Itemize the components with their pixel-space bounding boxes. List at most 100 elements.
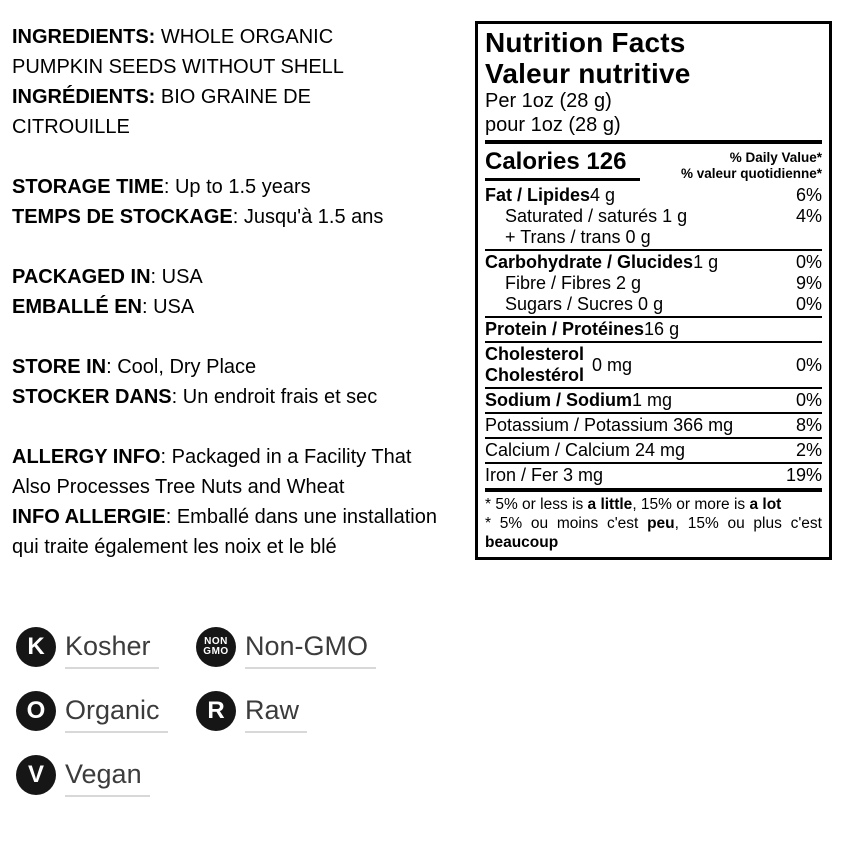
packaged-line-fr: EMBALLÉ EN: USA bbox=[12, 292, 464, 322]
calories-row: Calories 126 bbox=[485, 148, 641, 181]
saturated-name: Saturated / saturés 1 g bbox=[505, 206, 688, 226]
nutrient-row-cholesterol: Cholesterol Cholestérol 0 mg 0% bbox=[485, 344, 822, 389]
nutrient-row-trans: + Trans / trans 0 g bbox=[485, 227, 822, 251]
ingredients-value-fr-1: BIO GRAINE DE bbox=[155, 86, 311, 108]
badge-non-gmo-label: Non-GMO bbox=[245, 626, 377, 669]
non-gmo-icon-line1: NON bbox=[204, 636, 228, 647]
packaged-in-section: PACKAGED IN: USA EMBALLÉ EN: USA bbox=[12, 262, 464, 322]
non-gmo-icon: NON GMO bbox=[196, 627, 236, 667]
footnote-en-text-2: , 15% or more is bbox=[632, 496, 750, 513]
certification-badges: K Kosher NON GMO Non-GMO O Organic R Raw … bbox=[16, 626, 377, 797]
sodium-dv: 0% bbox=[795, 390, 822, 410]
kosher-icon-letter: K bbox=[27, 633, 45, 660]
storage-label-fr: TEMPS DE STOCKAGE bbox=[12, 206, 233, 228]
nutrition-facts-panel: Nutrition Facts Valeur nutritive Per 1oz… bbox=[475, 21, 832, 560]
badge-non-gmo: NON GMO Non-GMO bbox=[196, 626, 377, 669]
sugars-dv: 0% bbox=[795, 294, 822, 314]
nutrient-row-protein: Protein / Protéines 16 g bbox=[485, 319, 822, 343]
allergy-label-fr: INFO ALLERGIE bbox=[12, 506, 166, 528]
potassium-dv: 8% bbox=[795, 415, 822, 435]
daily-value-footnote: * 5% or less is a little, 15% or more is… bbox=[485, 492, 822, 552]
raw-icon: R bbox=[196, 691, 236, 731]
fat-dv: 6% bbox=[795, 185, 822, 205]
packaged-line-en: PACKAGED IN: USA bbox=[12, 262, 464, 292]
nutrient-row-sodium: Sodium / Sodium 1 mg 0% bbox=[485, 390, 822, 414]
organic-icon-letter: O bbox=[26, 697, 46, 724]
product-info-panel: INGREDIENTS: WHOLE ORGANIC PUMPKIN SEEDS… bbox=[12, 22, 464, 592]
ingredients-value-en-1: WHOLE ORGANIC bbox=[155, 26, 334, 48]
raw-icon-letter: R bbox=[207, 697, 225, 724]
sodium-name: Sodium / Sodium bbox=[485, 390, 632, 410]
non-gmo-icon-line2: GMO bbox=[203, 646, 229, 657]
badge-raw: R Raw bbox=[196, 690, 376, 733]
store-value-en: : Cool, Dry Place bbox=[106, 356, 257, 378]
storage-time-section: STORAGE TIME: Up to 1.5 years TEMPS DE S… bbox=[12, 172, 464, 232]
carbohydrate-dv: 0% bbox=[795, 252, 822, 272]
sugars-name: Sugars / Sucres 0 g bbox=[505, 294, 664, 314]
iron-name: Iron / Fer 3 mg bbox=[485, 465, 604, 485]
nutrient-row-calcium: Calcium / Calcium 24 mg 2% bbox=[485, 440, 822, 464]
storage-line-en: STORAGE TIME: Up to 1.5 years bbox=[12, 172, 464, 202]
ingredients-section: INGREDIENTS: WHOLE ORGANIC PUMPKIN SEEDS… bbox=[12, 22, 464, 142]
serving-size-en: Per 1oz (28 g) bbox=[485, 90, 612, 112]
packaged-label-en: PACKAGED IN bbox=[12, 266, 151, 288]
calories-section: Calories 126 % Daily Value* % valeur quo… bbox=[485, 144, 822, 185]
allergy-line-en-2: Also Processes Tree Nuts and Wheat bbox=[12, 472, 464, 502]
kosher-icon: K bbox=[16, 627, 56, 667]
footnote-fr-text-2: , 15% ou plus c'est bbox=[674, 515, 822, 532]
nutrient-row-carbohydrate: Carbohydrate / Glucides 1 g 0% bbox=[485, 252, 822, 273]
calories-value: 126 bbox=[586, 148, 627, 175]
badge-vegan: V Vegan bbox=[16, 754, 196, 797]
nutrition-title-en: Nutrition Facts bbox=[485, 27, 686, 58]
protein-name: Protein / Protéines bbox=[485, 319, 645, 339]
organic-icon: O bbox=[16, 691, 56, 731]
storage-label-en: STORAGE TIME bbox=[12, 176, 164, 198]
footnote-fr-bold-1: peu bbox=[647, 515, 675, 532]
ingredients-label-en: INGREDIENTS: bbox=[12, 26, 156, 48]
store-value-fr: : Un endroit frais et sec bbox=[171, 386, 378, 408]
trans-name: + Trans / trans 0 g bbox=[505, 227, 651, 247]
footnote-en-bold-1: a little bbox=[587, 496, 633, 513]
nutrient-row-iron: Iron / Fer 3 mg 19% bbox=[485, 465, 822, 492]
store-line-fr: STOCKER DANS: Un endroit frais et sec bbox=[12, 382, 464, 412]
allergy-value-fr-1: : Emballé dans une installation bbox=[165, 506, 437, 528]
sodium-amount: 1 mg bbox=[632, 390, 673, 410]
daily-value-header-en: % Daily Value* bbox=[729, 150, 822, 165]
ingredients-line-en-1: INGREDIENTS: WHOLE ORGANIC bbox=[12, 22, 464, 52]
packaged-value-en: : USA bbox=[150, 266, 203, 288]
ingredients-value-en-2: PUMPKIN SEEDS WITHOUT SHELL bbox=[12, 56, 344, 78]
ingredients-value-fr-2: CITROUILLE bbox=[12, 116, 130, 138]
ingredients-line-fr-1: INGRÉDIENTS: BIO GRAINE DE bbox=[12, 82, 464, 112]
packaged-label-fr: EMBALLÉ EN bbox=[12, 296, 142, 318]
nutrient-row-fibre: Fibre / Fibres 2 g 9% bbox=[485, 273, 822, 294]
cholesterol-name-en: Cholesterol bbox=[485, 344, 585, 364]
footnote-en: * 5% or less is a little, 15% or more is… bbox=[485, 495, 822, 514]
cholesterol-amount: 0 mg bbox=[592, 354, 633, 375]
storage-value-en: : Up to 1.5 years bbox=[163, 176, 311, 198]
storage-value-fr: : Jusqu'à 1.5 ans bbox=[232, 206, 384, 228]
iron-dv: 19% bbox=[785, 465, 822, 485]
footnote-fr-bold-2: beaucoup bbox=[485, 534, 559, 551]
nutrient-row-fat: Fat / Lipides 4 g 6% bbox=[485, 185, 822, 206]
carbohydrate-amount: 1 g bbox=[693, 252, 719, 272]
protein-amount: 16 g bbox=[644, 319, 680, 339]
allergy-line-en-1: ALLERGY INFO: Packaged in a Facility Tha… bbox=[12, 442, 464, 472]
calories-label: Calories bbox=[485, 148, 580, 175]
fat-name: Fat / Lipides bbox=[485, 185, 591, 205]
badge-raw-label: Raw bbox=[245, 690, 308, 733]
footnote-fr-text-1: * 5% ou moins c'est bbox=[485, 515, 648, 532]
serving-size-fr: pour 1oz (28 g) bbox=[485, 114, 621, 136]
carbohydrate-name: Carbohydrate / Glucides bbox=[485, 252, 694, 272]
allergy-label-en: ALLERGY INFO bbox=[12, 446, 161, 468]
daily-value-header: % Daily Value* % valeur quotidienne* bbox=[681, 148, 822, 182]
allergy-value-en-1: : Packaged in a Facility That bbox=[160, 446, 412, 468]
serving-divider bbox=[485, 140, 822, 144]
cholesterol-names: Cholesterol Cholestérol bbox=[485, 344, 584, 386]
fibre-dv: 9% bbox=[795, 273, 822, 293]
allergy-info-section: ALLERGY INFO: Packaged in a Facility Tha… bbox=[12, 442, 464, 562]
allergy-value-en-2: Also Processes Tree Nuts and Wheat bbox=[12, 476, 345, 498]
storage-line-fr: TEMPS DE STOCKAGE: Jusqu'à 1.5 ans bbox=[12, 202, 464, 232]
badge-grid: K Kosher NON GMO Non-GMO O Organic R Raw … bbox=[16, 626, 377, 797]
badge-organic-label: Organic bbox=[65, 690, 168, 733]
fibre-name: Fibre / Fibres 2 g bbox=[505, 273, 642, 293]
